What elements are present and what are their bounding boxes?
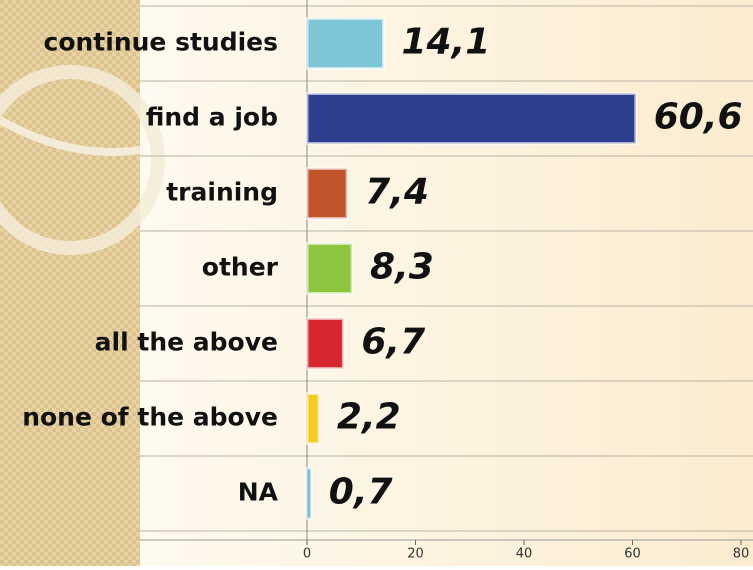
category-label: find a job — [146, 103, 278, 132]
category-label: none of the above — [22, 403, 278, 432]
bar — [307, 469, 311, 519]
category-label: training — [166, 178, 278, 207]
value-label: 14,1 — [401, 22, 490, 63]
bar — [307, 394, 319, 444]
x-tick-label: 0 — [303, 547, 311, 562]
bar — [307, 319, 343, 369]
value-label: 7,4 — [365, 172, 429, 213]
category-label: continue studies — [44, 28, 279, 57]
x-tick-label: 80 — [733, 547, 750, 562]
category-label: all the above — [95, 328, 278, 357]
value-label: 8,3 — [370, 247, 434, 288]
category-label: other — [202, 253, 279, 282]
bar — [307, 94, 636, 144]
x-tick-label: 60 — [624, 547, 641, 562]
bar — [307, 19, 383, 69]
value-label: 0,7 — [329, 472, 393, 513]
x-tick-label: 40 — [516, 547, 533, 562]
value-label: 2,2 — [337, 397, 401, 438]
bar — [307, 244, 352, 294]
chart: 0 20 40 60 80 continue studies 14,1 find a job 6… — [0, 0, 753, 566]
value-label: 60,6 — [654, 97, 743, 138]
bar — [307, 169, 347, 219]
x-tick-label: 20 — [407, 547, 424, 562]
value-label: 6,7 — [361, 322, 425, 363]
category-label: NA — [238, 478, 279, 507]
